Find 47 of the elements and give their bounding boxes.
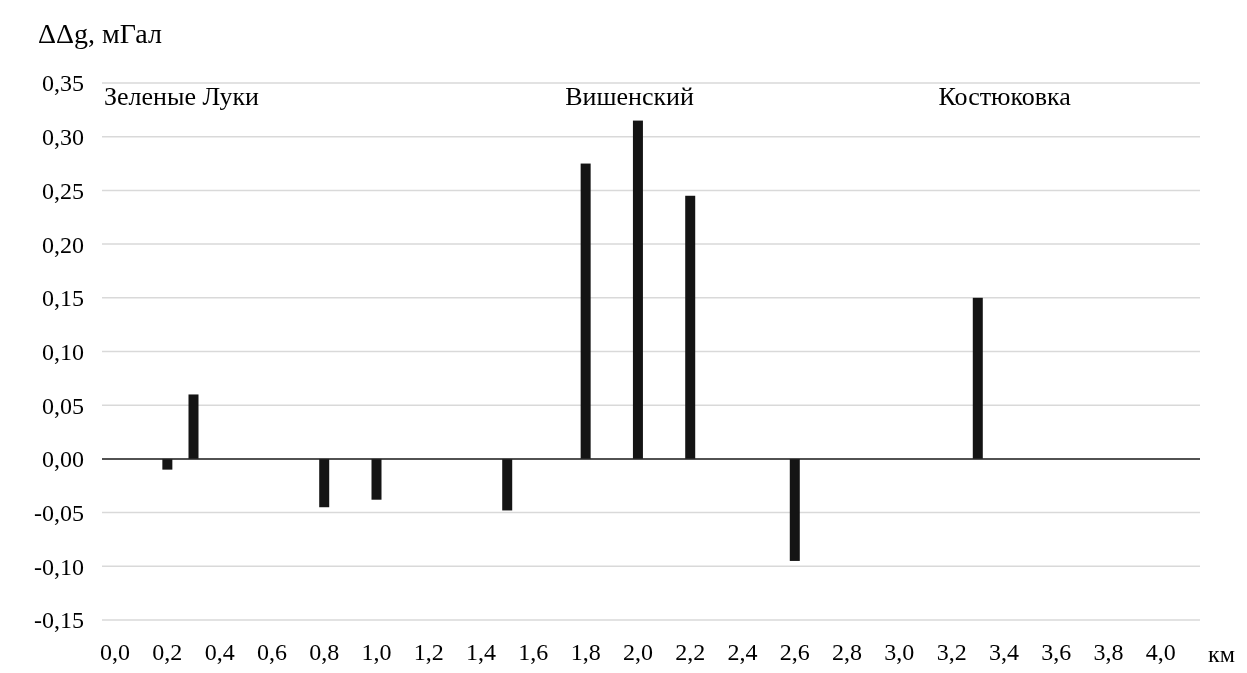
y-tick-label: 0,30 [42,124,84,151]
bar [789,458,800,561]
bar [685,195,696,459]
x-tick-label: 1,2 [413,639,444,665]
y-tick-label: 0,35 [42,70,84,97]
bar [319,458,330,508]
x-tick-label: 2,4 [727,639,758,665]
y-tick-label: 0,15 [42,285,84,312]
x-tick-label: 1,4 [466,639,497,665]
x-tick-label: 4,0 [1145,639,1176,665]
y-tick-label: -0,15 [34,607,84,634]
x-tick-label: 2,8 [832,639,863,665]
y-tick-label: 0,00 [42,446,84,473]
x-axis-title: км [1208,641,1235,667]
annotation: Вишенский [565,82,694,111]
x-tick-label: 0,0 [100,639,131,665]
bar [502,458,513,511]
x-tick-label: 3,0 [884,639,915,665]
x-tick-label: 2,2 [675,639,706,665]
x-tick-label: 2,6 [779,639,810,665]
annotation: Зеленые Луки [104,82,260,111]
bar [162,458,173,470]
bar [632,120,643,459]
x-tick-label: 3,6 [1041,639,1072,665]
y-axis-title: ΔΔg, мГал [38,18,162,49]
y-tick-label: 0,20 [42,231,84,258]
x-tick-label: 0,2 [152,639,183,665]
x-tick-label: 3,4 [988,639,1019,665]
x-tick-label: 1,6 [518,639,549,665]
x-tick-label: 0,4 [204,639,235,665]
y-tick-label: -0,05 [34,500,84,526]
x-tick-label: 0,8 [309,639,340,665]
bar [972,297,983,459]
y-tick-label: -0,10 [34,553,84,580]
y-tick-label: 0,10 [42,338,84,365]
bar [580,163,591,459]
x-tick-label: 3,8 [1093,639,1124,665]
x-tick-label: 0,6 [256,639,287,665]
x-tick-label: 3,2 [936,639,967,665]
y-tick-label: 0,05 [42,392,84,419]
bar [188,394,199,459]
x-tick-label: 1,0 [361,639,392,665]
y-tick-label: 0,25 [42,177,84,204]
bar [371,458,382,500]
annotation: Костюковка [938,82,1072,111]
x-tick-label: 2,0 [622,639,653,665]
x-tick-label: 1,8 [570,639,601,665]
